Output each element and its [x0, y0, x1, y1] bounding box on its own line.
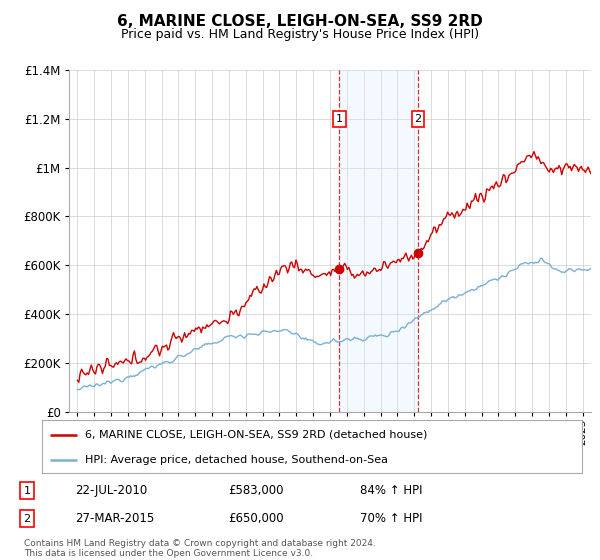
Text: Price paid vs. HM Land Registry's House Price Index (HPI): Price paid vs. HM Land Registry's House …	[121, 28, 479, 41]
Text: 27-MAR-2015: 27-MAR-2015	[75, 512, 154, 525]
Text: 6, MARINE CLOSE, LEIGH-ON-SEA, SS9 2RD: 6, MARINE CLOSE, LEIGH-ON-SEA, SS9 2RD	[117, 14, 483, 29]
Text: £583,000: £583,000	[228, 484, 284, 497]
Text: 2: 2	[415, 114, 422, 124]
Bar	[339, 70, 418, 412]
Text: 6, MARINE CLOSE, LEIGH-ON-SEA, SS9 2RD (detached house): 6, MARINE CLOSE, LEIGH-ON-SEA, SS9 2RD (…	[85, 430, 428, 440]
Text: 22-JUL-2010: 22-JUL-2010	[75, 484, 147, 497]
Text: 70% ↑ HPI: 70% ↑ HPI	[360, 512, 422, 525]
Text: 1: 1	[336, 114, 343, 124]
Text: HPI: Average price, detached house, Southend-on-Sea: HPI: Average price, detached house, Sout…	[85, 455, 388, 465]
Text: Contains HM Land Registry data © Crown copyright and database right 2024.
This d: Contains HM Land Registry data © Crown c…	[24, 539, 376, 558]
Text: 84% ↑ HPI: 84% ↑ HPI	[360, 484, 422, 497]
Text: 2: 2	[23, 514, 31, 524]
Text: 1: 1	[23, 486, 31, 496]
Text: £650,000: £650,000	[228, 512, 284, 525]
